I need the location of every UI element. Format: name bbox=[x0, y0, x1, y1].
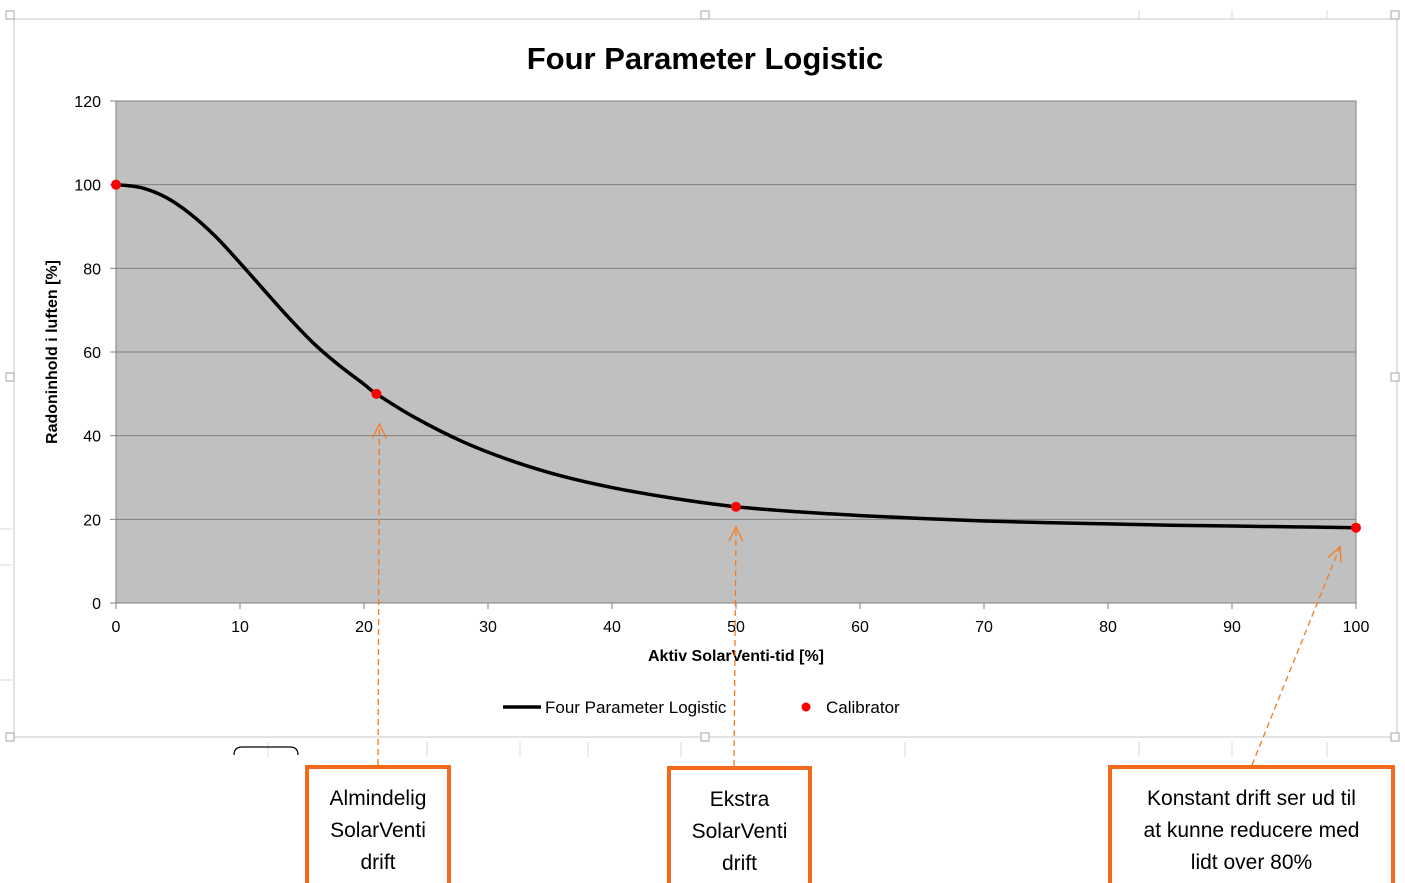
x-tick-label: 80 bbox=[1099, 619, 1117, 636]
resize-handle bbox=[5, 732, 15, 742]
callout-konstant[interactable]: Konstant drift ser ud til at kunne reduc… bbox=[1108, 765, 1395, 883]
callout-line: Ekstra bbox=[709, 788, 770, 811]
resize-handle bbox=[5, 372, 15, 382]
x-tick-label: 90 bbox=[1223, 619, 1241, 636]
callout-line: drift bbox=[360, 851, 396, 874]
resize-handle bbox=[1390, 732, 1400, 742]
resize-handle bbox=[5, 10, 15, 20]
callout-ekstra[interactable]: Ekstra SolarVenti drift bbox=[667, 766, 812, 883]
x-tick-label: 70 bbox=[975, 619, 993, 636]
y-tick-label: 80 bbox=[83, 261, 101, 278]
legend: Four Parameter Logistic Calibrator bbox=[503, 698, 900, 717]
y-tick-label: 20 bbox=[83, 512, 101, 529]
callout-line: Konstant drift ser ud til bbox=[1147, 787, 1356, 810]
x-tick-label: 50 bbox=[727, 619, 745, 636]
callout-almindelig[interactable]: Almindelig SolarVenti drift bbox=[305, 765, 451, 883]
annotation-arrow-head bbox=[371, 422, 387, 439]
callout-line: Almindelig bbox=[329, 787, 427, 810]
legend-label-four-parameter-logistic: Four Parameter Logistic bbox=[545, 698, 727, 717]
annotation-arrows bbox=[371, 422, 1342, 767]
y-tick-label: 100 bbox=[74, 178, 101, 195]
resize-handle bbox=[700, 10, 710, 20]
x-tick-label: 100 bbox=[1343, 619, 1370, 636]
x-tick-label: 40 bbox=[603, 619, 621, 636]
chart-title: Four Parameter Logistic bbox=[527, 41, 884, 76]
stray-shape bbox=[233, 746, 299, 756]
chart-selection-handles[interactable] bbox=[5, 10, 1400, 742]
calibrator-point bbox=[111, 179, 121, 190]
resize-handle bbox=[700, 732, 710, 742]
annotation-arrow-line bbox=[377, 423, 381, 766]
x-tick-label: 0 bbox=[112, 619, 121, 636]
annotation-arrow-head bbox=[728, 525, 744, 542]
resize-handle bbox=[1390, 372, 1400, 382]
calibrator-point bbox=[371, 388, 382, 399]
annotation-arrow-head bbox=[1327, 545, 1342, 563]
resize-handle bbox=[1390, 10, 1400, 20]
y-axis-ticks: 0 20 40 60 80 100 120 bbox=[74, 94, 116, 613]
x-axis-ticks: 0 10 20 30 40 50 60 70 80 90 100 bbox=[112, 603, 1370, 636]
callout-line: lidt over 80% bbox=[1190, 851, 1313, 874]
y-tick-label: 60 bbox=[83, 345, 101, 362]
y-tick-label: 40 bbox=[83, 429, 101, 446]
y-tick-label: 120 bbox=[74, 94, 101, 111]
callout-line: SolarVenti bbox=[330, 819, 426, 842]
y-tick-label: 0 bbox=[92, 596, 101, 613]
x-tick-label: 10 bbox=[231, 619, 249, 636]
x-tick-label: 20 bbox=[355, 619, 373, 636]
callout-line: drift bbox=[721, 852, 757, 875]
callout-line: at kunne reducere med bbox=[1143, 819, 1360, 842]
calibrator-point bbox=[1351, 522, 1361, 533]
calibrator-points bbox=[111, 179, 1361, 533]
spreadsheet-background-grid bbox=[0, 10, 1328, 757]
x-axis-title: Aktiv SolarVenti-tid [%] bbox=[648, 648, 824, 665]
x-tick-label: 60 bbox=[851, 619, 869, 636]
calibrator-point bbox=[731, 501, 741, 512]
legend-label-calibrator: Calibrator bbox=[826, 698, 900, 717]
legend-marker-swatch bbox=[801, 702, 811, 712]
x-tick-label: 30 bbox=[479, 619, 497, 636]
y-axis-title: Radoninhold i luften [%] bbox=[44, 260, 61, 444]
callout-line: SolarVenti bbox=[691, 820, 788, 843]
series-line-four-parameter-logistic bbox=[115, 182, 1357, 530]
